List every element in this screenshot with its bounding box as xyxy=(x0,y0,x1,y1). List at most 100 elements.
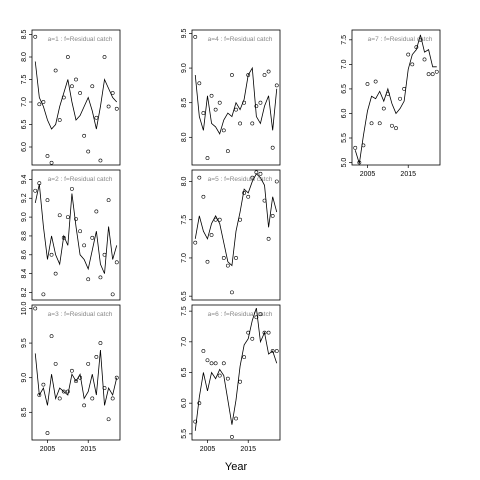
panel-frame xyxy=(191,304,281,441)
x-tick-label: 2015 xyxy=(400,171,416,178)
y-tick-label: 9.5 xyxy=(181,28,188,38)
y-tick-label: 7.0 xyxy=(181,253,188,263)
data-point xyxy=(90,84,95,89)
data-point xyxy=(250,121,255,126)
panel-title: a=3 : f=Residual catch xyxy=(48,311,113,318)
data-point xyxy=(230,435,234,439)
data-point xyxy=(86,149,91,154)
data-point xyxy=(94,209,99,214)
data-point xyxy=(246,73,251,77)
y-tick-label: 9.0 xyxy=(21,212,28,222)
x-axis-label: Year xyxy=(225,461,248,473)
data-point xyxy=(193,419,198,424)
y-tick-label: 6.5 xyxy=(21,120,28,130)
data-point xyxy=(234,256,238,260)
data-point xyxy=(205,358,210,363)
data-point xyxy=(78,375,82,380)
panel-frame xyxy=(191,29,281,166)
panel-title: a=5 : f=Residual catch xyxy=(208,176,273,183)
data-point xyxy=(274,83,279,88)
data-point xyxy=(82,133,87,138)
data-point xyxy=(114,106,119,111)
data-point xyxy=(234,107,238,112)
data-point xyxy=(53,271,58,276)
data-point xyxy=(65,215,70,220)
y-tick-label: 6.5 xyxy=(181,368,188,378)
y-tick-label: 7.5 xyxy=(341,35,348,45)
data-point xyxy=(98,158,103,163)
data-point xyxy=(422,57,427,62)
data-point xyxy=(41,382,46,387)
data-point xyxy=(209,361,214,366)
panel-frame xyxy=(31,169,121,301)
panel-frame xyxy=(31,304,121,441)
data-point xyxy=(33,188,38,193)
panel-title: a=2 : f=Residual catch xyxy=(48,176,113,183)
data-point xyxy=(33,306,38,311)
data-point xyxy=(61,95,66,100)
y-tick-label: 7.0 xyxy=(21,97,28,107)
panel-title: a=6 : f=Residual catch xyxy=(208,311,273,318)
y-tick-label: 6.0 xyxy=(181,398,188,408)
data-point xyxy=(197,175,202,180)
panel-frame xyxy=(31,29,121,166)
y-tick-label: 9.4 xyxy=(21,174,28,184)
data-point xyxy=(90,396,95,401)
y-tick-label: 10.0 xyxy=(21,302,28,316)
data-point xyxy=(110,396,115,401)
data-point xyxy=(102,252,107,257)
data-point xyxy=(45,154,50,158)
data-point xyxy=(74,379,78,384)
data-point xyxy=(82,243,87,248)
y-tick-label: 7.0 xyxy=(181,337,188,347)
data-point xyxy=(82,403,87,408)
data-point xyxy=(225,263,230,268)
data-point xyxy=(221,361,226,366)
data-point xyxy=(414,45,419,50)
fit-line xyxy=(34,184,118,274)
data-point xyxy=(110,91,115,95)
data-point xyxy=(246,330,251,335)
data-point xyxy=(254,315,259,320)
y-tick-label: 5.5 xyxy=(181,429,188,439)
data-point xyxy=(406,52,411,57)
y-tick-label: 8.4 xyxy=(21,269,28,279)
data-point xyxy=(193,35,198,39)
data-point xyxy=(270,213,275,218)
data-point xyxy=(53,361,58,366)
data-point xyxy=(410,62,415,67)
y-tick-label: 9.0 xyxy=(21,373,28,383)
data-point xyxy=(242,355,247,360)
data-point xyxy=(254,170,259,175)
y-tick-label: 9.0 xyxy=(181,63,188,73)
data-point xyxy=(217,217,222,222)
data-point xyxy=(41,292,46,297)
data-point xyxy=(238,379,242,384)
data-point xyxy=(49,252,54,257)
data-point xyxy=(225,376,230,381)
data-point xyxy=(102,55,107,59)
y-tick-label: 7.5 xyxy=(21,75,28,85)
y-tick-label: 8.0 xyxy=(181,176,188,186)
data-point xyxy=(254,104,259,109)
data-point xyxy=(33,34,38,39)
data-point xyxy=(110,292,115,297)
y-tick-label: 6.5 xyxy=(341,84,348,94)
data-point xyxy=(217,373,222,378)
data-point xyxy=(221,128,226,133)
panel-title: a=4 : f=Residual catch xyxy=(208,36,273,43)
data-point xyxy=(402,87,407,91)
y-tick-label: 8.6 xyxy=(21,250,28,260)
data-point xyxy=(49,334,54,339)
data-point xyxy=(65,55,70,59)
panel-frame xyxy=(191,169,281,301)
data-point xyxy=(37,393,42,397)
data-point xyxy=(70,84,74,89)
data-point xyxy=(234,416,238,421)
data-point xyxy=(49,160,54,165)
y-tick-label: 8.2 xyxy=(21,287,28,297)
data-point xyxy=(434,69,439,74)
data-point xyxy=(258,312,263,317)
